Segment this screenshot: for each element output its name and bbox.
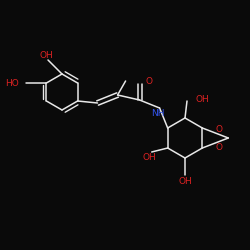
Text: NH: NH xyxy=(151,109,164,118)
Text: OH: OH xyxy=(178,176,192,186)
Text: HO: HO xyxy=(5,78,18,88)
Text: O: O xyxy=(216,142,223,152)
Text: OH: OH xyxy=(195,94,209,104)
Text: O: O xyxy=(146,78,152,86)
Text: OH: OH xyxy=(39,50,53,59)
Text: O: O xyxy=(216,124,223,134)
Text: OH: OH xyxy=(143,154,156,162)
